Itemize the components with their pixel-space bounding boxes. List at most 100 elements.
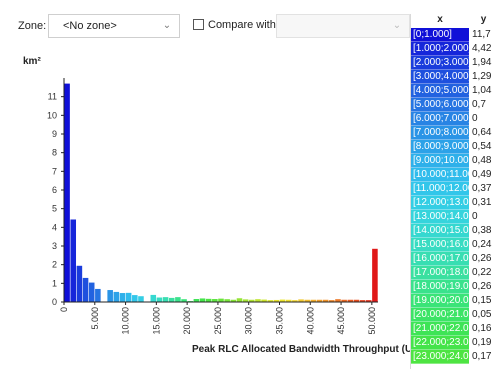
histogram-bar[interactable] (138, 296, 144, 302)
histogram-bar[interactable] (64, 83, 70, 302)
histogram-bar[interactable] (298, 299, 304, 302)
y-cell: 1,04 (472, 85, 492, 96)
table-row[interactable]: [5.000;6.000] 0,7 (411, 98, 497, 112)
table-row[interactable]: [22.000;23.000]0,19 (411, 336, 497, 350)
histogram-bar[interactable] (322, 299, 329, 302)
chevron-down-icon: ⌄ (162, 20, 172, 31)
histogram-bar[interactable] (168, 297, 175, 302)
histogram-bar[interactable] (273, 299, 280, 302)
histogram-bar[interactable] (175, 297, 181, 302)
table-row[interactable]: [20.000;21.000]0,05 (411, 308, 497, 322)
histogram-bar[interactable] (267, 300, 274, 302)
table-row[interactable]: [23.000;24.000]0,17 (411, 350, 497, 364)
y-tick-label: 9 (52, 129, 57, 139)
histogram-bar[interactable] (285, 299, 292, 302)
histogram-bar[interactable] (119, 293, 126, 302)
histogram-bar[interactable] (162, 297, 169, 302)
histogram-bar[interactable] (230, 299, 237, 302)
table-row[interactable]: [2.000;3.000] 1,94 (411, 56, 497, 70)
histogram-bar[interactable] (316, 299, 323, 302)
histogram-bar[interactable] (329, 300, 335, 302)
histogram-bar[interactable] (218, 298, 224, 302)
histogram-bar[interactable] (205, 298, 212, 302)
x-cell: [18.000;19.000] (411, 280, 469, 294)
histogram-bar[interactable] (335, 299, 341, 302)
histogram-bar[interactable] (359, 300, 366, 302)
table-row[interactable]: [8.000;9.000] 0,54 (411, 140, 497, 154)
histogram-bar[interactable] (347, 299, 354, 302)
x-cell: [10.000;11.000] (411, 168, 469, 182)
table-row[interactable]: [19.000;20.000]0,15 (411, 294, 497, 308)
table-row[interactable]: [9.000;10.000]0,48 (411, 154, 497, 168)
y-cell: 0,26 (472, 281, 492, 292)
x-cell: [15.000;16.000] (411, 238, 469, 252)
x-cell: [1.000;2.000] (411, 42, 469, 56)
y-tick-label: 8 (52, 148, 57, 158)
histogram-bar[interactable] (132, 295, 138, 302)
table-row[interactable]: [4.000;5.000] 1,04 (411, 84, 497, 98)
histogram-bar[interactable] (365, 300, 372, 302)
histogram-bar[interactable] (82, 277, 89, 302)
histogram-bar[interactable] (107, 290, 113, 302)
histogram-bar[interactable] (70, 219, 77, 302)
x-cell: [4.000;5.000] (411, 84, 469, 98)
y-cell: 1,29 (472, 71, 492, 82)
histogram-bar[interactable] (255, 299, 261, 302)
histogram-bar[interactable] (261, 299, 267, 302)
table-row[interactable]: [1.000;2.000] 4,42 (411, 42, 497, 56)
table-row[interactable]: [3.000;4.000] 1,29 (411, 70, 497, 84)
table-row[interactable]: [21.000;22.000]0,16 (411, 322, 497, 336)
chevron-down-icon: ⌄ (392, 20, 402, 31)
histogram-bar[interactable] (113, 291, 120, 302)
table-row[interactable]: [15.000;16.000]0,24 (411, 238, 497, 252)
histogram-bar[interactable] (181, 299, 187, 302)
histogram-bar[interactable] (212, 299, 218, 302)
table-row[interactable]: [11.000;12.000]0,37 (411, 182, 497, 196)
histogram-bar[interactable] (156, 297, 163, 302)
y-axis: 0 1 2 3 4 5 6 7 8 9 10 11 (47, 92, 64, 307)
y-cell: 0,37 (472, 183, 492, 194)
x-cell: [14.000;15.000] (411, 224, 469, 238)
histogram-bar[interactable] (193, 299, 200, 302)
y-cell: 0,64 (472, 127, 492, 138)
x-tick-label: 10.000 (121, 307, 131, 335)
histogram-bar[interactable] (125, 292, 132, 302)
table-row[interactable]: [17.000;18.000]0,22 (411, 266, 497, 280)
histogram-bar[interactable] (224, 299, 230, 302)
histogram-bar[interactable] (353, 299, 360, 302)
x-cell: [0;1.000] (411, 28, 469, 42)
histogram-bar[interactable] (95, 288, 101, 302)
histogram-bar[interactable] (304, 299, 310, 302)
histogram-bar[interactable] (150, 294, 157, 302)
compare-select[interactable]: ⌄ (276, 14, 410, 38)
histogram-bar[interactable] (76, 265, 83, 302)
table-row[interactable]: [16.000;17.000]0,26 (411, 252, 497, 266)
histogram-chart: km² 0 1 2 3 4 5 6 7 8 9 10 11 0 5.000 10.000 15.000 20.… (23, 56, 410, 355)
zone-select[interactable]: <No zone> ⌄ (48, 14, 180, 38)
x-cell: [6.000;7.000] (411, 112, 469, 126)
y-cell: 0,17 (472, 351, 492, 362)
histogram-bar[interactable] (88, 282, 95, 302)
table-row[interactable]: [18.000;19.000]0,26 (411, 280, 497, 294)
table-row[interactable]: [6.000;7.000] 0 (411, 112, 497, 126)
bars (64, 83, 378, 302)
table-row[interactable]: [13.000;14.000]0 (411, 210, 497, 224)
histogram-bar[interactable] (242, 299, 249, 302)
histogram-bar[interactable] (199, 298, 206, 302)
compare-label: Compare with: (208, 19, 279, 31)
histogram-bar[interactable] (341, 299, 347, 302)
histogram-bar[interactable] (236, 298, 243, 302)
x-cell: [2.000;3.000] (411, 56, 469, 70)
x-tick-label: 50.000 (367, 307, 377, 335)
histogram-bar[interactable] (372, 248, 378, 302)
table-row[interactable]: [12.000;13.000]0,31 (411, 196, 497, 210)
histogram-bar[interactable] (310, 299, 317, 302)
histogram-bar[interactable] (292, 300, 298, 302)
compare-checkbox[interactable] (193, 19, 204, 30)
table-row[interactable]: [7.000;8.000] 0,64 (411, 126, 497, 140)
histogram-bar[interactable] (249, 299, 255, 302)
table-row[interactable]: [10.000;11.000]0,49 (411, 168, 497, 182)
table-row[interactable]: [0;1.000] 11,7 (411, 28, 497, 42)
histogram-bar[interactable] (279, 299, 286, 302)
table-row[interactable]: [14.000;15.000]0,38 (411, 224, 497, 238)
